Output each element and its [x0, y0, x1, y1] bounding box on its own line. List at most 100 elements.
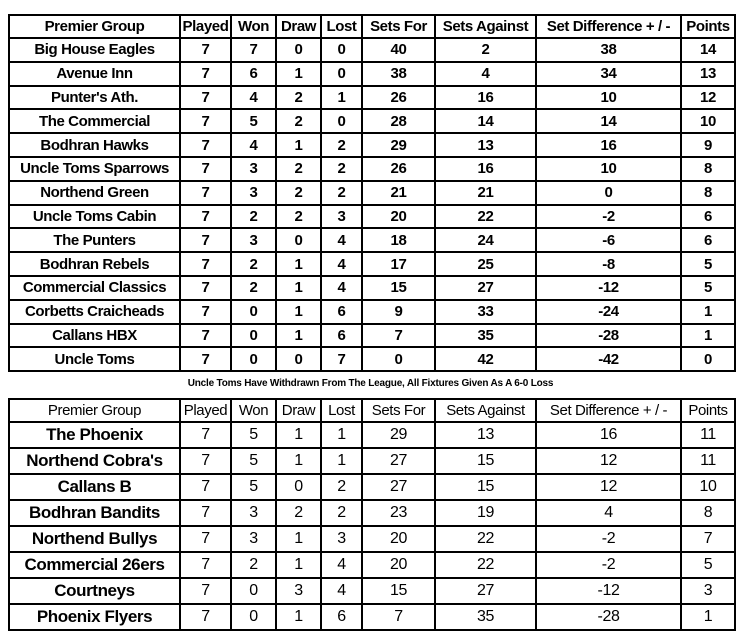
stat-cell: 2	[230, 551, 277, 579]
team-row: The Punters 7 3 0 4 18 24 -6 6	[8, 227, 736, 254]
team-row: Phoenix Flyers 7 0 1 6 7 35 -28 1	[8, 603, 736, 631]
stat-cell: 27	[361, 473, 436, 501]
stat-cell: 1	[320, 421, 363, 449]
stat-cell: 6	[680, 227, 736, 254]
stat-cell: 8	[680, 155, 736, 182]
team-row: Courtneys 7 0 3 4 15 27 -12 3	[8, 577, 736, 605]
stat-cell: 0	[535, 179, 682, 206]
stat-cell: 16	[535, 132, 682, 158]
stat-cell: 40	[361, 37, 436, 63]
team-row: Uncle Toms 7 0 0 7 0 42 -42 0	[8, 346, 736, 373]
stat-cell: 29	[361, 132, 436, 158]
team-row: Callans B 7 5 0 2 27 15 12 10	[8, 473, 736, 501]
column-header: Played	[179, 14, 232, 39]
stat-cell: 14	[434, 108, 537, 135]
column-header: Draw	[275, 398, 322, 423]
team-name: Uncle Toms	[8, 346, 181, 373]
stat-cell: 0	[275, 473, 322, 501]
stat-cell: 5	[230, 447, 277, 475]
stat-cell: 15	[361, 577, 436, 605]
stat-cell: 7	[179, 60, 232, 87]
stat-cell: 3	[320, 525, 363, 553]
team-name: Callans HBX	[8, 322, 181, 349]
stat-cell: 5	[680, 251, 736, 277]
league-table: Premier Group Played Won Draw Lost Sets For Se…	[8, 14, 736, 373]
stat-cell: 29	[361, 421, 436, 449]
stat-cell: -8	[535, 251, 682, 277]
team-row: Bodhran Rebels 7 2 1 4 17 25 -8 5	[8, 251, 736, 277]
stat-cell: -2	[535, 551, 682, 579]
stat-cell: 20	[361, 525, 436, 553]
column-header: Lost	[320, 398, 363, 423]
stat-cell: 1	[275, 251, 322, 277]
stat-cell: 2	[230, 251, 277, 277]
stat-cell: -2	[535, 525, 682, 553]
team-row: Punter's Ath. 7 4 2 1 26 16 10 12	[8, 84, 736, 111]
stat-cell: 5	[680, 274, 736, 301]
stat-cell: 7	[179, 251, 232, 277]
stat-cell: 33	[434, 298, 537, 325]
stat-cell: 2	[320, 179, 363, 206]
stat-cell: 7	[179, 155, 232, 182]
team-name: Northend Green	[8, 179, 181, 206]
team-row: Uncle Toms Sparrows 7 3 2 2 26 16 10 8	[8, 155, 736, 182]
stat-cell: 0	[230, 577, 277, 605]
column-header: Points	[680, 398, 736, 423]
stat-cell: -2	[535, 203, 682, 230]
stat-cell: 38	[535, 37, 682, 63]
stat-cell: 7	[179, 37, 232, 63]
stat-cell: 2	[275, 84, 322, 111]
stat-cell: 10	[535, 84, 682, 111]
stat-cell: 1	[680, 322, 736, 349]
team-name: Big House Eagles	[8, 37, 181, 63]
stat-cell: 3	[230, 499, 277, 527]
stat-cell: 1	[320, 84, 363, 111]
stat-cell: 7	[179, 499, 232, 527]
team-name: Uncle Toms Sparrows	[8, 155, 181, 182]
stat-cell: 16	[535, 421, 682, 449]
stat-cell: 7	[680, 525, 736, 553]
stat-cell: 1	[275, 421, 322, 449]
stat-cell: 6	[320, 322, 363, 349]
team-row: Commercial Classics 7 2 1 4 15 27 -12 5	[8, 274, 736, 301]
team-name: Bodhran Hawks	[8, 132, 181, 158]
stat-cell: 15	[361, 274, 436, 301]
column-header: Won	[230, 398, 277, 423]
stat-cell: 0	[680, 346, 736, 373]
stat-cell: 4	[434, 60, 537, 87]
team-name: The Commercial	[8, 108, 181, 135]
stat-cell: 0	[320, 37, 363, 63]
stat-cell: 8	[680, 179, 736, 206]
stat-cell: 22	[434, 551, 537, 579]
column-header: Premier Group	[8, 14, 181, 39]
team-name: Callans B	[8, 473, 181, 501]
stat-cell: 1	[275, 525, 322, 553]
stat-cell: -28	[535, 322, 682, 349]
stat-cell: 0	[320, 108, 363, 135]
team-row: The Phoenix 7 5 1 1 29 13 16 11	[8, 421, 736, 449]
stat-cell: 3	[230, 155, 277, 182]
stat-cell: 14	[680, 37, 736, 63]
stat-cell: 2	[230, 274, 277, 301]
stat-cell: 27	[434, 274, 537, 301]
stat-cell: 12	[535, 447, 682, 475]
column-header: Sets For	[361, 14, 436, 39]
stat-cell: 10	[680, 108, 736, 135]
column-header: Set Difference + / -	[535, 14, 682, 39]
stat-cell: 1	[275, 551, 322, 579]
stat-cell: 4	[230, 84, 277, 111]
stat-cell: 34	[535, 60, 682, 87]
stat-cell: 7	[179, 84, 232, 111]
stat-cell: 11	[680, 421, 736, 449]
team-name: Courtneys	[8, 577, 181, 605]
stat-cell: 42	[434, 346, 537, 373]
stat-cell: 13	[680, 60, 736, 87]
stat-cell: 28	[361, 108, 436, 135]
stat-cell: 7	[320, 346, 363, 373]
stat-cell: 2	[275, 108, 322, 135]
stat-cell: 23	[361, 499, 436, 527]
stat-cell: 2	[320, 499, 363, 527]
stat-cell: 3	[275, 577, 322, 605]
team-name: The Phoenix	[8, 421, 181, 449]
